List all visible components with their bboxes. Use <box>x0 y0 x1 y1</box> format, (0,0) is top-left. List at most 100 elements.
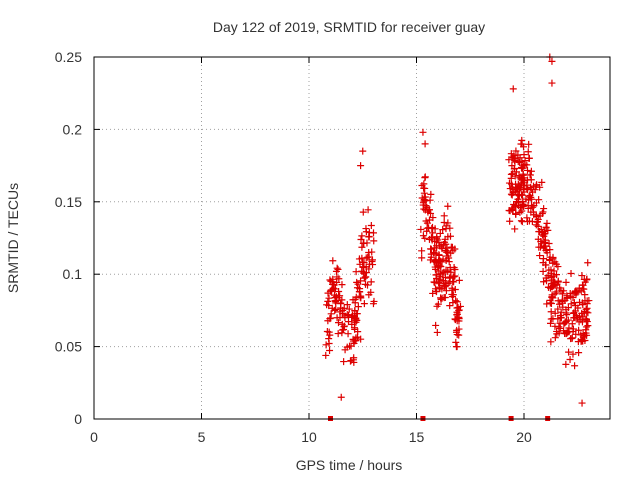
data-point <box>562 317 570 325</box>
data-point <box>578 272 586 280</box>
data-point <box>555 323 563 331</box>
data-point <box>510 200 518 208</box>
data-point <box>572 330 580 338</box>
data-point <box>523 181 531 189</box>
data-point <box>572 311 580 319</box>
data-point <box>518 158 526 166</box>
data-point <box>439 255 447 263</box>
data-point <box>335 288 343 296</box>
chart-title: Day 122 of 2019, SRMTID for receiver gua… <box>213 19 485 35</box>
data-point <box>551 334 559 342</box>
data-point <box>334 319 342 327</box>
data-point <box>418 194 426 202</box>
data-point <box>448 290 456 298</box>
data-point <box>574 338 582 346</box>
data-point <box>358 243 366 251</box>
data-point <box>548 57 556 65</box>
data-point <box>370 229 378 237</box>
data-point <box>449 273 457 281</box>
data-point <box>362 254 370 262</box>
data-point <box>564 304 572 312</box>
data-point <box>543 219 551 227</box>
data-point <box>540 205 548 213</box>
data-point <box>575 326 583 334</box>
data-point <box>527 167 535 175</box>
data-point <box>544 226 552 234</box>
x-axis-ticks: 0 5 10 15 20 <box>90 57 532 445</box>
data-point <box>449 299 457 307</box>
data-point <box>418 254 426 262</box>
data-point <box>455 331 463 339</box>
data-point <box>344 330 352 338</box>
data-point <box>529 203 537 211</box>
data-point <box>362 269 370 277</box>
data-point <box>431 263 439 271</box>
data-point <box>509 85 517 93</box>
data-point <box>565 348 573 356</box>
data-point <box>453 317 461 325</box>
data-point <box>446 224 454 232</box>
data-point <box>332 305 340 313</box>
data-point <box>533 217 541 225</box>
data-point <box>335 275 343 283</box>
data-point <box>454 303 462 311</box>
data-point <box>579 330 587 338</box>
data-point <box>583 308 591 316</box>
data-point <box>422 197 430 205</box>
data-point <box>512 210 520 218</box>
data-point <box>551 309 559 317</box>
data-point <box>429 289 437 297</box>
data-point <box>548 293 556 301</box>
data-point <box>332 293 340 301</box>
data-point <box>453 311 461 319</box>
data-point <box>329 257 337 265</box>
data-point <box>507 170 515 178</box>
data-point <box>367 221 375 229</box>
data-point <box>517 217 525 225</box>
data-point <box>538 178 546 186</box>
y-tick-label: 0.1 <box>63 266 83 282</box>
data-point <box>541 230 549 238</box>
data-point <box>547 315 555 323</box>
data-point <box>511 155 519 163</box>
data-point <box>452 338 460 346</box>
data-point <box>365 233 373 241</box>
data-points <box>322 53 593 407</box>
data-point <box>439 277 447 285</box>
data-point <box>418 247 426 255</box>
data-point <box>324 297 332 305</box>
data-point <box>558 290 566 298</box>
data-point <box>581 297 589 305</box>
data-point <box>519 170 527 178</box>
data-point <box>537 237 545 245</box>
data-point <box>325 340 333 348</box>
data-point <box>514 151 522 159</box>
data-point <box>525 196 533 204</box>
data-point <box>367 288 375 296</box>
data-point <box>336 292 344 300</box>
data-point <box>346 357 354 365</box>
data-point <box>419 128 427 136</box>
data-point <box>322 351 330 359</box>
data-point <box>435 283 443 291</box>
data-point <box>367 278 375 286</box>
data-point <box>517 180 525 188</box>
data-point <box>428 223 436 231</box>
data-point <box>351 325 359 333</box>
data-point <box>568 320 576 328</box>
data-point <box>562 309 570 317</box>
data-point <box>579 313 587 321</box>
data-point <box>350 354 358 362</box>
data-point <box>574 304 582 312</box>
data-point <box>432 288 440 296</box>
data-point <box>355 255 363 263</box>
data-point <box>561 319 569 327</box>
data-point <box>338 281 346 289</box>
data-point <box>348 320 356 328</box>
data-point <box>516 174 524 182</box>
data-point <box>351 307 359 315</box>
data-point <box>441 293 449 301</box>
data-point <box>453 298 461 306</box>
data-point <box>547 300 555 308</box>
data-point <box>347 342 355 350</box>
